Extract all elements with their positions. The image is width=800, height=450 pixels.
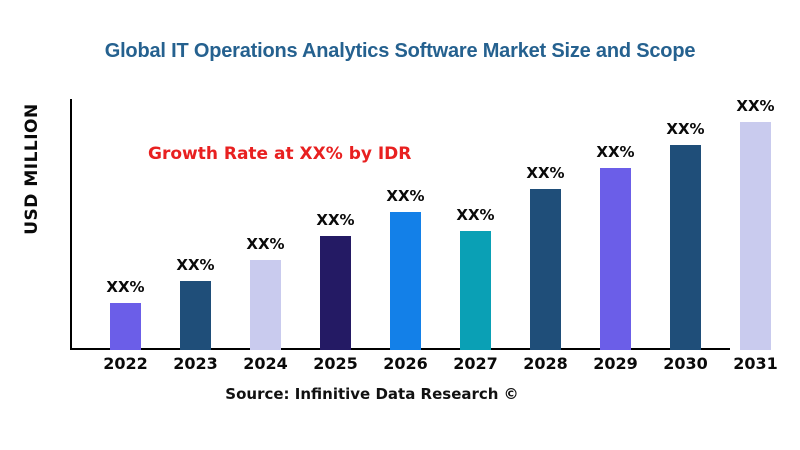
x-tick-2031: 2031 [733,354,778,373]
bar-2025 [320,236,351,350]
x-tick-2025: 2025 [313,354,358,373]
bar-2024 [250,260,281,350]
bar-value-label-2031: XX% [736,97,775,115]
x-tick-2026: 2026 [383,354,428,373]
x-tick-2027: 2027 [453,354,498,373]
chart-title: Global IT Operations Analytics Software … [104,40,696,62]
bar-2027 [460,231,491,350]
bar-value-label-2029: XX% [596,143,635,161]
bar-2031 [740,122,771,350]
x-tick-2022: 2022 [103,354,148,373]
y-axis-line [70,99,72,350]
source-credit: Source: Infinitive Data Research © [225,385,519,403]
bar-2026 [390,212,421,350]
bar-value-label-2023: XX% [176,256,215,274]
bar-value-label-2028: XX% [526,164,565,182]
bar-value-label-2030: XX% [666,120,705,138]
bar-2023 [180,281,211,350]
bar-value-label-2024: XX% [246,235,285,253]
x-tick-2023: 2023 [173,354,218,373]
bar-value-label-2022: XX% [106,278,145,296]
y-axis-label: USD MILLION [22,103,42,235]
bar-2022 [110,303,141,350]
x-tick-2024: 2024 [243,354,288,373]
bar-2030 [670,145,701,350]
x-tick-2028: 2028 [523,354,568,373]
x-tick-2029: 2029 [593,354,638,373]
x-tick-2030: 2030 [663,354,708,373]
bar-value-label-2026: XX% [386,187,425,205]
growth-rate-annotation: Growth Rate at XX% by IDR [148,144,412,164]
bar-value-label-2025: XX% [316,211,355,229]
bar-2028 [530,189,561,350]
bar-2029 [600,168,631,350]
bar-value-label-2027: XX% [456,206,495,224]
